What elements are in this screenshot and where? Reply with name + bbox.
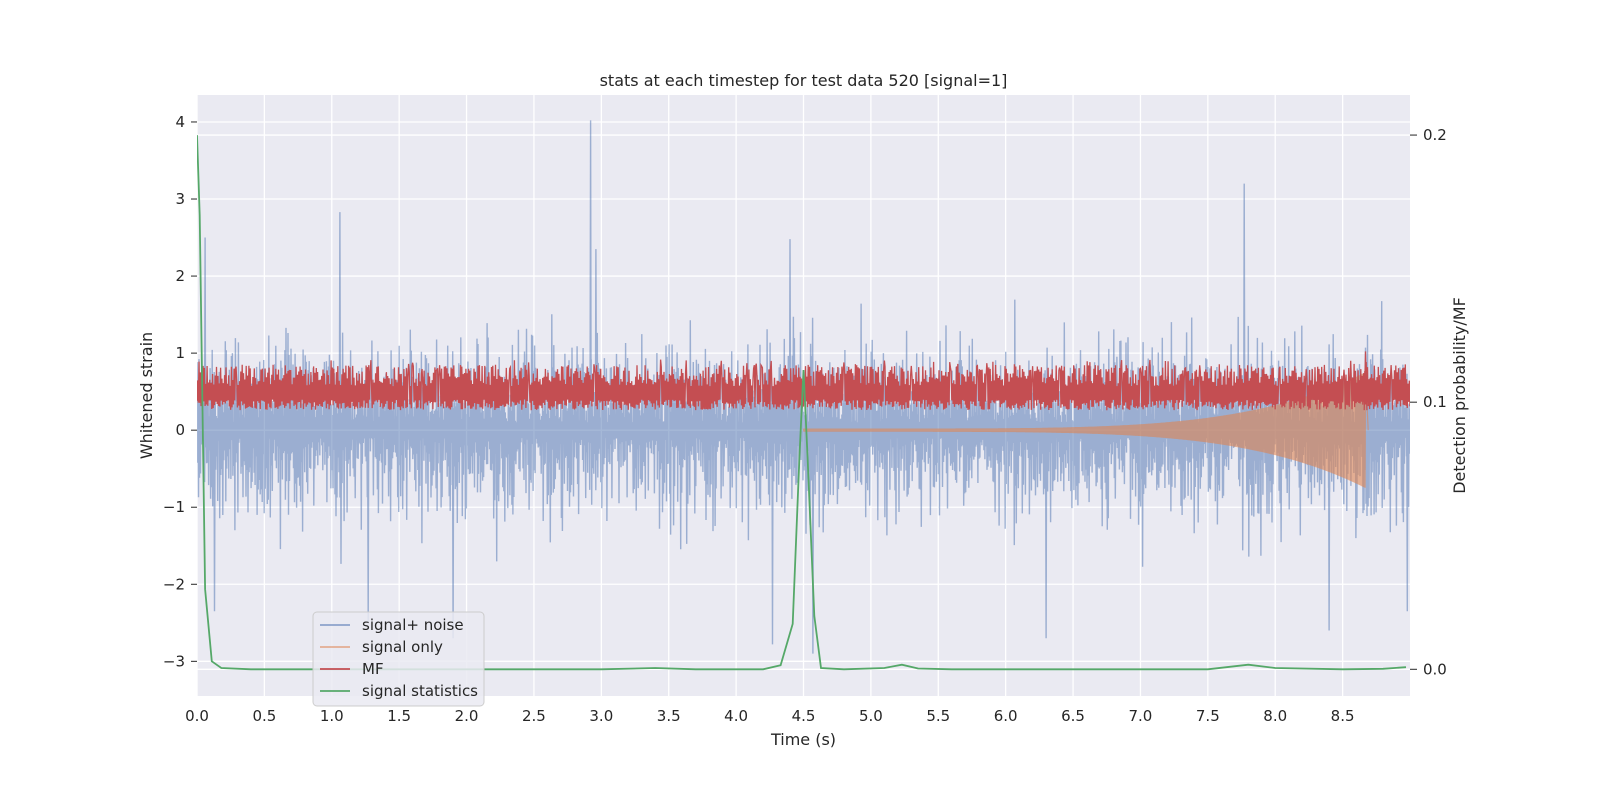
x-tick-label: 5.0 (859, 707, 883, 725)
series-signal-statistics-line (197, 135, 1407, 671)
x-tick-label: 7.0 (1129, 707, 1153, 725)
y2-tick-label: 0.1 (1423, 393, 1447, 411)
y-tick-label: 0 (175, 421, 185, 439)
legend-entry: MF (362, 660, 384, 678)
ticks: 0.0 0.5 1.0 1.5 2.0 2.5 3.0 3.5 4.0 4.5 5.0 5.5 6.0 6… (163, 113, 1447, 725)
y-tick-label: −2 (163, 575, 185, 593)
x-tick-label: 2.5 (522, 707, 546, 725)
x-tick-label: 1.0 (320, 707, 344, 725)
x-tick-label: 6.5 (1061, 707, 1085, 725)
chart-title: stats at each timestep for test data 520… (600, 71, 1008, 90)
x-tick-label: 4.5 (792, 707, 816, 725)
y-tick-label: 4 (175, 113, 185, 131)
x-tick-label: 3.0 (589, 707, 613, 725)
x-tick-label: 0.0 (185, 707, 209, 725)
legend-entry: signal only (362, 638, 443, 656)
x-tick-label: 4.0 (724, 707, 748, 725)
x-tick-label: 1.5 (387, 707, 411, 725)
y-tick-label: −3 (163, 652, 185, 670)
series-mf-line (197, 351, 1410, 411)
y2-tick-label: 0.2 (1423, 126, 1447, 144)
x-tick-label: 2.0 (455, 707, 479, 725)
y-tick-label: −1 (163, 498, 185, 516)
y-tick-label: 3 (175, 190, 185, 208)
y-tick-label: 2 (175, 267, 185, 285)
legend: signal+ noise signal only MF signal statist… (312, 611, 485, 707)
x-tick-label: 8.5 (1331, 707, 1355, 725)
y2-tick-label: 0.0 (1423, 660, 1447, 678)
x-tick-label: 3.5 (657, 707, 681, 725)
legend-box (312, 611, 485, 707)
x-tick-label: 0.5 (252, 707, 276, 725)
x-tick-label: 5.5 (926, 707, 950, 725)
legend-entry: signal statistics (362, 682, 478, 700)
x-axis-label: Time (s) (770, 730, 836, 749)
y-axis-label: Whitened strain (137, 332, 156, 459)
legend-entry: signal+ noise (362, 616, 464, 634)
x-tick-label: 6.0 (994, 707, 1018, 725)
series-layer (197, 120, 1410, 671)
series-signal-only-line (802, 372, 1369, 488)
y-tick-label: 1 (175, 344, 185, 362)
y2-axis-label: Detection probability/MF (1450, 297, 1469, 494)
x-tick-label: 8.0 (1263, 707, 1287, 725)
x-tick-label: 7.5 (1196, 707, 1220, 725)
